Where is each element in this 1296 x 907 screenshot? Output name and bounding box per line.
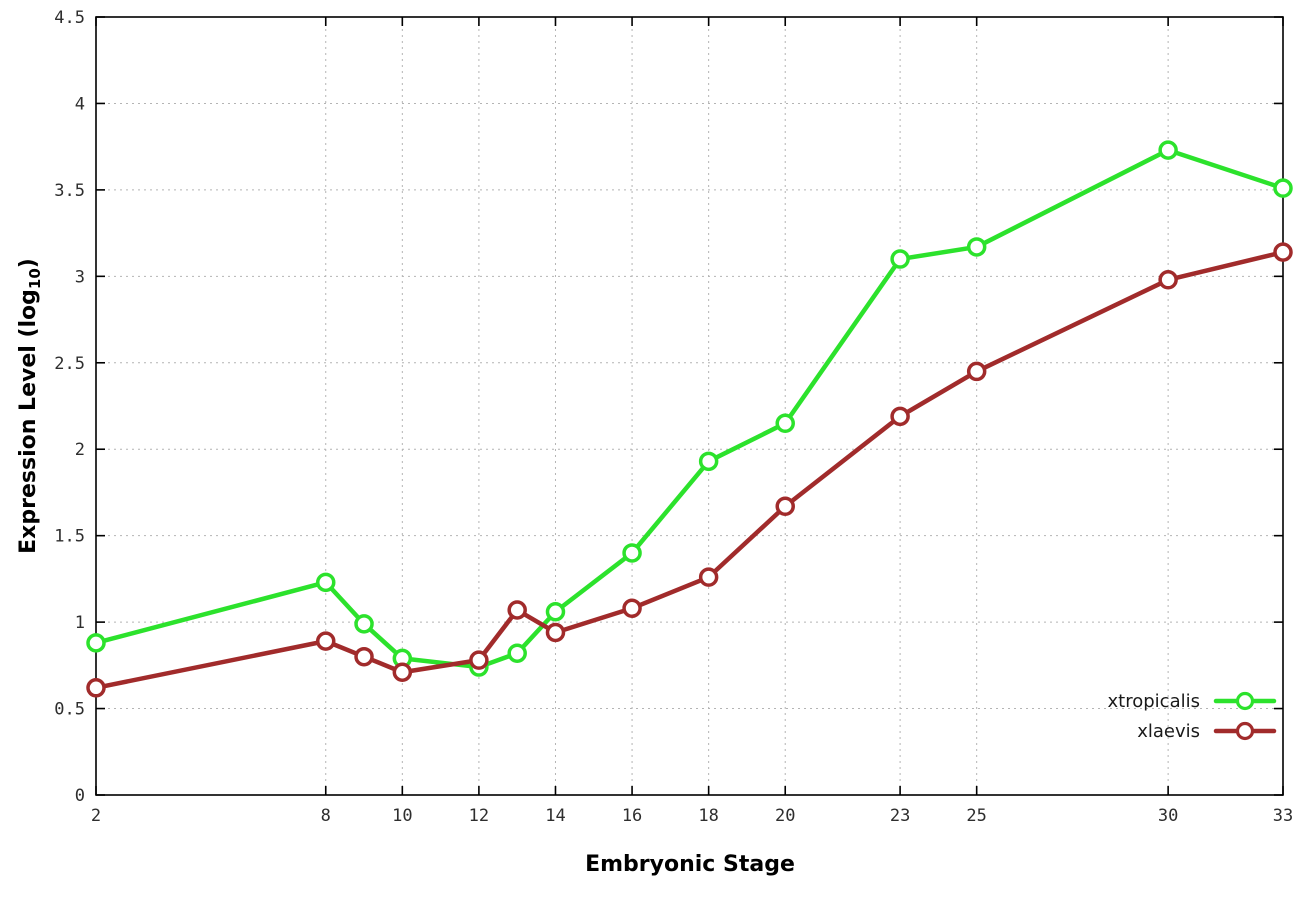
y-tick-label: 2 xyxy=(75,440,85,460)
data-point-xlaevis xyxy=(1273,242,1293,262)
data-point-xtropicalis xyxy=(1158,140,1178,160)
data-point-xlaevis xyxy=(1158,270,1178,290)
y-tick-label: 0.5 xyxy=(54,700,85,720)
y-tick-label: 3.5 xyxy=(54,181,85,201)
x-tick-label: 25 xyxy=(966,806,986,826)
data-point-xtropicalis xyxy=(622,543,642,563)
x-tick-label: 23 xyxy=(890,806,910,826)
x-tick-label: 14 xyxy=(545,806,565,826)
y-tick-label: 1 xyxy=(75,613,85,633)
legend-label-xtropicalis: xtropicalis xyxy=(1107,690,1200,712)
legend-item-xlaevis: xlaevis xyxy=(1108,716,1278,746)
y-tick-label: 1.5 xyxy=(54,527,85,547)
legend-sample-xlaevis xyxy=(1213,721,1277,741)
data-point-xtropicalis xyxy=(966,237,987,257)
x-tick-label: 33 xyxy=(1273,806,1293,826)
data-point-xlaevis xyxy=(890,406,910,427)
y-axis-label-text: Expression Level (log xyxy=(15,289,41,554)
data-point-xtropicalis xyxy=(86,633,106,653)
data-point-xtropicalis xyxy=(545,601,566,622)
x-tick-label: 8 xyxy=(321,806,331,826)
data-point-xtropicalis xyxy=(315,572,336,593)
y-axis-label: Expression Level (log10) xyxy=(16,258,44,554)
plot-border xyxy=(95,16,1284,796)
data-point-xlaevis xyxy=(966,361,987,382)
data-point-xlaevis xyxy=(545,622,566,643)
data-point-xlaevis xyxy=(315,631,336,651)
data-point-xtropicalis xyxy=(775,413,795,434)
data-point-xtropicalis xyxy=(1273,178,1293,198)
y-tick-label: 3 xyxy=(75,267,85,287)
data-point-xlaevis xyxy=(507,600,527,620)
data-point-xlaevis xyxy=(469,650,489,670)
series-line-xtropicalis xyxy=(93,147,1286,670)
y-tick-label: 2.5 xyxy=(54,354,85,374)
legend-item-xtropicalis: xtropicalis xyxy=(1108,686,1278,716)
y-axis-label-subscript: 10 xyxy=(26,268,45,290)
data-point-xlaevis xyxy=(86,678,106,698)
x-tick-label: 12 xyxy=(469,806,489,826)
data-point-xtropicalis xyxy=(354,614,374,634)
legend-label-xlaevis: xlaevis xyxy=(1137,720,1200,742)
y-tick-label: 0 xyxy=(75,786,85,806)
y-tick-label: 4.5 xyxy=(54,8,85,28)
x-tick-label: 20 xyxy=(775,806,795,826)
data-point-xlaevis xyxy=(698,567,719,587)
data-point-xlaevis xyxy=(354,646,374,667)
legend-sample-xtropicalis xyxy=(1213,691,1277,711)
data-point-xlaevis xyxy=(622,598,642,619)
data-point-xtropicalis xyxy=(890,249,910,269)
data-point-xtropicalis xyxy=(507,643,527,663)
x-axis-label: Embryonic Stage xyxy=(585,852,795,877)
x-tick-label: 16 xyxy=(622,806,642,826)
x-tick-label: 10 xyxy=(392,806,412,826)
data-point-xtropicalis xyxy=(698,451,719,472)
x-tick-label: 2 xyxy=(91,806,101,826)
data-point-xlaevis xyxy=(775,496,795,517)
data-point-xlaevis xyxy=(392,662,413,682)
legend: xtropicalis xlaevis xyxy=(1108,686,1278,746)
x-tick-label: 30 xyxy=(1158,806,1178,826)
y-axis-label-close: ) xyxy=(15,258,41,269)
y-tick-label: 4 xyxy=(75,94,85,114)
x-tick-label: 18 xyxy=(698,806,718,826)
